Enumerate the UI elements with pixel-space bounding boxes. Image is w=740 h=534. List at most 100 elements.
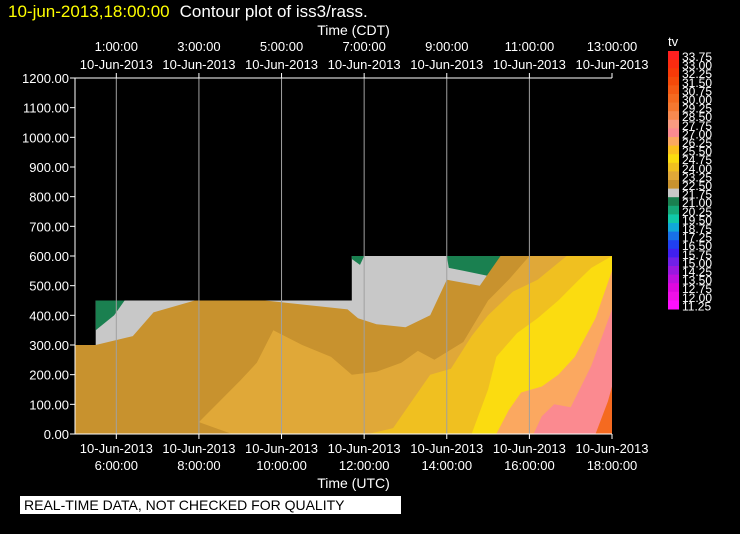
y-tick-label: 900.00 xyxy=(29,160,69,175)
legend-level-label: 18.75 xyxy=(682,222,712,236)
legend-level-label: 15.00 xyxy=(682,256,712,270)
x-tick-time-bottom: 16:00:00 xyxy=(504,458,555,473)
legend-level-label: 27.00 xyxy=(682,127,712,141)
legend-level-label: 21.75 xyxy=(682,188,712,202)
legend-swatch xyxy=(668,76,679,86)
legend-level-label: 32.25 xyxy=(682,67,712,81)
legend-swatch xyxy=(668,300,679,310)
legend-swatch xyxy=(668,137,679,147)
legend-level-label: 25.50 xyxy=(682,145,712,159)
x-tick-time-top: 1:00:00 xyxy=(95,39,138,54)
legend-level-label: 13.50 xyxy=(682,274,712,288)
x-tick-date-top: 10-Jun-2013 xyxy=(245,57,318,72)
legend-level-label: 23.25 xyxy=(682,170,712,184)
legend-level-label: 19.50 xyxy=(682,213,712,227)
legend-swatch xyxy=(668,154,679,164)
legend-swatch xyxy=(668,145,679,155)
y-tick-label: 400.00 xyxy=(29,308,69,323)
legend-swatch xyxy=(668,111,679,121)
legend-level-label: 33.00 xyxy=(682,59,712,73)
legend-level-label: 20.25 xyxy=(682,205,712,219)
contour-region-tv-27.00-band xyxy=(533,309,612,434)
legend-level-label: 12.75 xyxy=(682,282,712,296)
legend-swatch xyxy=(668,180,679,190)
legend-swatch xyxy=(668,274,679,284)
y-tick-label: 1000.00 xyxy=(22,130,69,145)
y-tick-label: 300.00 xyxy=(29,338,69,353)
x-tick-time-top: 5:00:00 xyxy=(260,39,303,54)
x-tick-date-top: 10-Jun-2013 xyxy=(576,57,649,72)
x-tick-time-top: 3:00:00 xyxy=(177,39,220,54)
legend-swatch xyxy=(668,85,679,95)
legend-swatch xyxy=(668,188,679,198)
legend-level-label: 29.25 xyxy=(682,102,712,116)
y-tick-label: 100.00 xyxy=(29,397,69,412)
legend-swatch xyxy=(668,291,679,301)
x-tick-time-top: 9:00:00 xyxy=(425,39,468,54)
legend-level-label: 28.50 xyxy=(682,110,712,124)
legend-swatch xyxy=(668,162,679,172)
legend-level-label: 24.00 xyxy=(682,162,712,176)
legend-swatch xyxy=(668,240,679,250)
legend-level-label: 21.00 xyxy=(682,196,712,210)
legend-level-label: 30.00 xyxy=(682,93,712,107)
x-tick-time-bottom: 10:00:00 xyxy=(256,458,307,473)
x-tick-date-bottom: 10-Jun-2013 xyxy=(493,441,566,456)
legend-level-label: 31.50 xyxy=(682,76,712,90)
legend-level-label: 27.75 xyxy=(682,119,712,133)
legend-swatch xyxy=(668,197,679,207)
contour-region-tv-21.00-band-right xyxy=(351,256,365,265)
x-tick-date-bottom: 10-Jun-2013 xyxy=(80,441,153,456)
legend-swatch xyxy=(668,248,679,258)
x-tick-date-bottom: 10-Jun-2013 xyxy=(576,441,649,456)
legend-level-label: 14.25 xyxy=(682,265,712,279)
legend-level-label: 15.75 xyxy=(682,248,712,262)
legend-swatch xyxy=(668,171,679,181)
legend-swatch xyxy=(668,51,679,61)
y-tick-label: 500.00 xyxy=(29,279,69,294)
legend-level-label: 24.75 xyxy=(682,153,712,167)
legend-swatch xyxy=(668,94,679,104)
legend-swatch xyxy=(668,128,679,138)
x-tick-date-top: 10-Jun-2013 xyxy=(162,57,235,72)
x-tick-time-top: 13:00:00 xyxy=(587,39,638,54)
legend-swatch xyxy=(668,68,679,78)
x-axis-label-bottom: Time (UTC) xyxy=(317,475,390,491)
legend-swatch xyxy=(668,231,679,241)
x-tick-time-bottom: 14:00:00 xyxy=(421,458,472,473)
contour-region-tv-21.00-band-left xyxy=(95,300,125,331)
y-tick-label: 1200.00 xyxy=(22,71,69,86)
title-plot-name: Contour plot of iss3/rass. xyxy=(179,2,368,21)
legend-title: tv xyxy=(668,34,679,49)
legend-swatch xyxy=(668,102,679,112)
x-tick-date-bottom: 10-Jun-2013 xyxy=(328,441,401,456)
x-tick-date-top: 10-Jun-2013 xyxy=(328,57,401,72)
legend-swatch xyxy=(668,214,679,224)
y-tick-label: 700.00 xyxy=(29,219,69,234)
quality-disclaimer: REAL-TIME DATA, NOT CHECKED FOR QUALITY xyxy=(20,496,401,514)
legend-swatch xyxy=(668,257,679,267)
title-date-stamp: 10-jun-2013,18:00:00 xyxy=(8,2,170,21)
x-tick-time-top: 7:00:00 xyxy=(342,39,385,54)
legend-swatch xyxy=(668,59,679,69)
x-tick-time-bottom: 18:00:00 xyxy=(587,458,638,473)
legend-swatch xyxy=(668,283,679,293)
x-axis-label-top: Time (CDT) xyxy=(317,22,390,38)
y-tick-label: 600.00 xyxy=(29,249,69,264)
x-tick-date-top: 10-Jun-2013 xyxy=(410,57,483,72)
y-tick-label: 1100.00 xyxy=(23,101,69,116)
legend-swatch xyxy=(668,223,679,233)
legend-level-label: 11.25 xyxy=(682,299,711,313)
legend-level-label: 26.25 xyxy=(682,136,712,150)
x-tick-date-bottom: 10-Jun-2013 xyxy=(245,441,318,456)
legend-level-label: 12.00 xyxy=(682,291,712,305)
x-tick-time-bottom: 12:00:00 xyxy=(339,458,390,473)
x-tick-date-top: 10-Jun-2013 xyxy=(80,57,153,72)
x-tick-date-top: 10-Jun-2013 xyxy=(493,57,566,72)
chart-title: 10-jun-2013,18:00:00 Contour plot of iss3… xyxy=(8,2,368,22)
contour-region-tv-28.50-band xyxy=(595,386,612,434)
x-tick-time-bottom: 8:00:00 xyxy=(177,458,220,473)
x-tick-time-bottom: 6:00:00 xyxy=(95,458,138,473)
legend-swatch xyxy=(668,119,679,129)
